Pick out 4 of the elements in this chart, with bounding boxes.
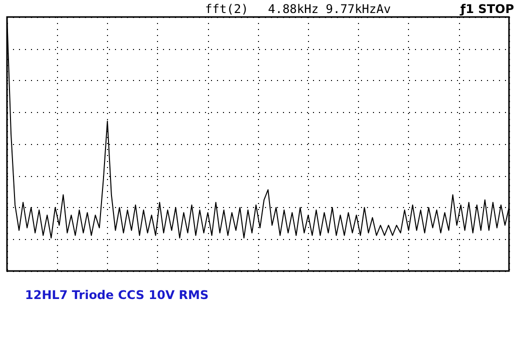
text: fft(2) — [205, 2, 248, 16]
text: ƒ1 STOP — [459, 2, 514, 16]
text: 4.88kHz 9.77kHzAv — [268, 2, 391, 16]
text: 12HL7 Triode CCS 10V RMS — [25, 288, 209, 302]
